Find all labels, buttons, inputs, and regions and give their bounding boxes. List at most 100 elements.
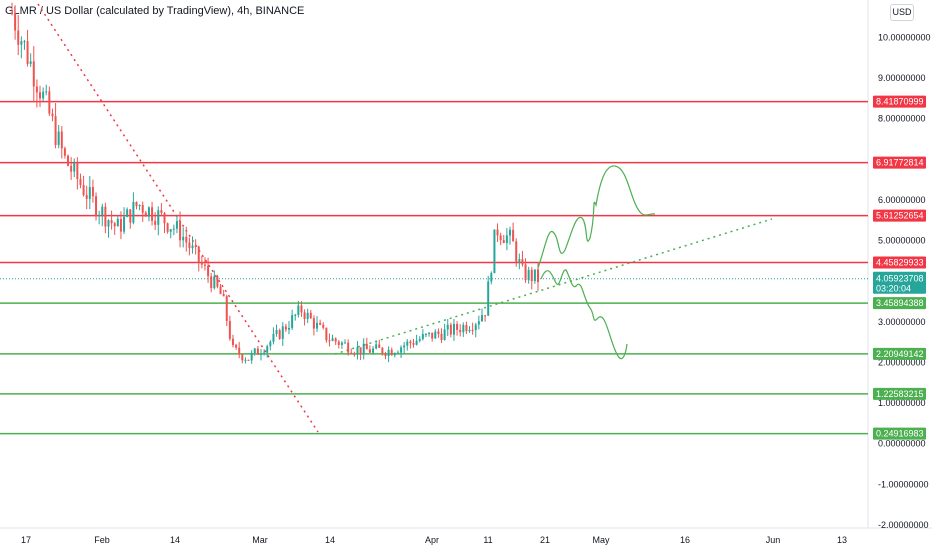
candle-body xyxy=(471,329,474,331)
candle-body xyxy=(400,347,403,353)
candle-body xyxy=(465,324,468,332)
price-tick-label: 6.00000000 xyxy=(878,195,926,205)
candle-body xyxy=(284,326,287,330)
candle-body xyxy=(275,330,278,334)
candle-body xyxy=(231,338,234,345)
time-tick-label: 14 xyxy=(325,535,335,545)
candle-body xyxy=(372,348,375,353)
candle-body xyxy=(238,347,241,355)
candle-body xyxy=(297,305,300,315)
candle-body xyxy=(188,242,191,249)
level-tag-label: 8.41870999 xyxy=(876,97,924,107)
candle-body xyxy=(393,353,396,356)
time-tick-label: Apr xyxy=(425,535,439,545)
candle-body xyxy=(493,229,496,274)
candle-body xyxy=(169,229,172,232)
candle-body xyxy=(431,332,434,339)
time-tick-label: 11 xyxy=(483,535,492,545)
candles xyxy=(11,2,539,364)
time-tick-label: 13 xyxy=(837,535,847,545)
candle-body xyxy=(316,322,319,329)
candle-body xyxy=(266,346,269,353)
candle-body xyxy=(98,215,101,217)
time-tick-label: 14 xyxy=(170,535,180,545)
price-tick-label: -2.00000000 xyxy=(878,520,929,530)
candle-body xyxy=(51,113,54,117)
candle-body xyxy=(14,13,17,31)
candle-body xyxy=(359,347,362,355)
candle-body xyxy=(508,229,511,236)
bearish-projection xyxy=(540,269,628,360)
price-tick-label: 2.00000000 xyxy=(878,357,926,367)
candle-body xyxy=(250,353,253,361)
time-axis[interactable]: 17 Feb 14 Mar 14 Apr 11 21 May 16 Jun 13 xyxy=(21,535,847,545)
price-axis[interactable]: 10.00000000 9.00000000 8.00000000 6.0000000… xyxy=(878,32,931,530)
currency-button[interactable]: USD xyxy=(890,4,914,21)
candle-body xyxy=(480,315,483,322)
candle-body xyxy=(356,347,359,354)
candle-body xyxy=(259,353,262,355)
candle-body xyxy=(390,349,393,356)
candle-body xyxy=(39,92,42,99)
candle-body xyxy=(294,314,297,316)
candle-body xyxy=(331,338,334,341)
time-tick-label: 17 xyxy=(21,535,31,545)
level-tag-label: 5.61252654 xyxy=(876,211,924,221)
candle-body xyxy=(116,219,119,227)
candle-body xyxy=(518,259,521,262)
candle-body xyxy=(76,162,79,180)
candle-body xyxy=(490,273,493,282)
candle-body xyxy=(403,345,406,348)
candle-body xyxy=(474,324,477,331)
candle-body xyxy=(63,148,66,156)
candle-body xyxy=(172,228,175,230)
candle-body xyxy=(263,352,266,354)
candle-body xyxy=(210,276,213,289)
candle-body xyxy=(213,276,216,289)
candle-body xyxy=(219,286,222,295)
candle-body xyxy=(200,261,203,265)
price-tick-label: 9.00000000 xyxy=(878,73,926,83)
candle-body xyxy=(85,194,88,199)
candle-body xyxy=(60,131,63,149)
candle-body xyxy=(446,324,449,330)
candle-body xyxy=(381,347,384,354)
downtrend-line xyxy=(37,3,319,433)
candle-body xyxy=(228,320,231,339)
candle-body xyxy=(241,354,244,361)
candle-body xyxy=(530,269,533,282)
level-tag xyxy=(873,347,926,360)
time-tick-label: Mar xyxy=(252,535,268,545)
candle-body xyxy=(396,352,399,354)
candle-body xyxy=(185,236,188,243)
level-tag xyxy=(873,156,926,169)
candle-body xyxy=(337,341,340,345)
candle-body xyxy=(163,212,166,224)
candle-body xyxy=(123,216,126,232)
price-tick-label: 8.00000000 xyxy=(878,114,926,124)
candle-body xyxy=(17,30,20,45)
candle-body xyxy=(365,343,368,350)
candle-body xyxy=(353,353,356,355)
candle-body xyxy=(362,343,365,355)
candle-body xyxy=(303,312,306,320)
candle-body xyxy=(415,340,418,345)
candle-body xyxy=(462,324,465,333)
candle-body xyxy=(175,221,178,229)
candle-body xyxy=(344,342,347,344)
candle-body xyxy=(129,209,132,223)
candle-body xyxy=(515,241,518,262)
candle-body xyxy=(334,338,337,342)
candle-body xyxy=(505,235,508,243)
candle-body xyxy=(20,41,23,45)
price-tick-label: 10.00000000 xyxy=(878,32,931,42)
candle-body xyxy=(147,207,150,217)
candle-body xyxy=(434,331,437,339)
candle-body xyxy=(319,322,322,325)
price-tick-label: 5.00000000 xyxy=(878,236,926,246)
candle-body xyxy=(73,162,76,172)
candle-body xyxy=(424,333,427,335)
candle-body xyxy=(70,165,73,172)
candle-body xyxy=(194,245,197,247)
